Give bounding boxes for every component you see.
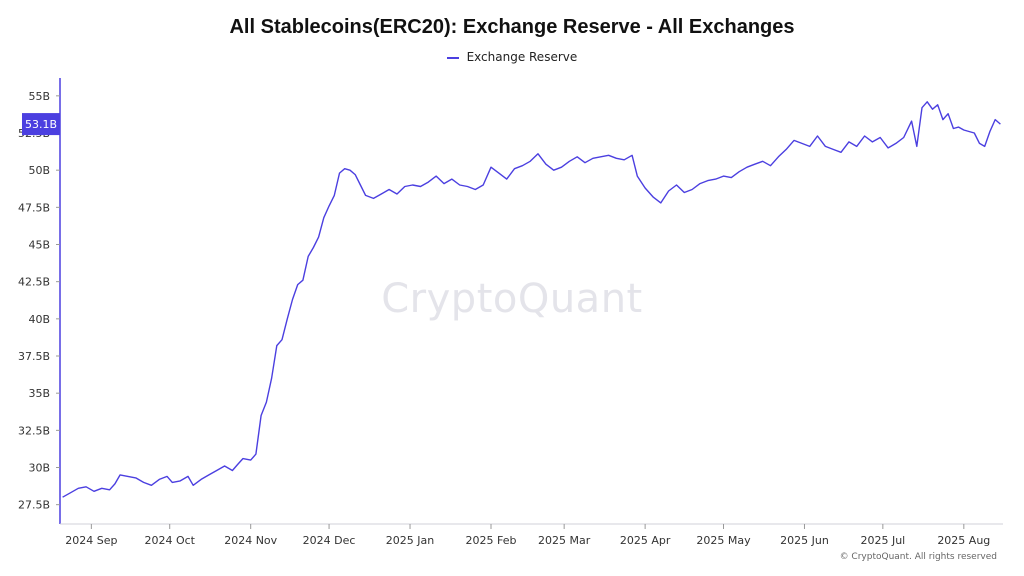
x-tick-label: 2025 Apr bbox=[620, 534, 671, 547]
legend-label: Exchange Reserve bbox=[466, 50, 578, 64]
y-tick-label: 32.5B bbox=[18, 424, 50, 437]
x-tick-label: 2024 Oct bbox=[144, 534, 195, 547]
y-tick-label: 50B bbox=[28, 164, 50, 177]
x-tick-label: 2025 Jan bbox=[386, 534, 434, 547]
current-value-marker: 53.1B bbox=[22, 113, 60, 136]
x-tick-label: 2024 Nov bbox=[224, 534, 277, 547]
copyright-text: © CryptoQuant. All rights reserved bbox=[839, 552, 997, 562]
y-axis: 27.5B 30B 32.5B 35B 37.5B 40B 42.5B 45B 47.5B 50B… bbox=[18, 78, 61, 524]
x-tick-label: 2024 Dec bbox=[303, 534, 356, 547]
y-tick-label: 27.5B bbox=[18, 499, 50, 512]
y-tick-label: 35B bbox=[28, 387, 50, 400]
x-tick-label: 2025 Jul bbox=[860, 534, 905, 547]
y-tick-label: 47.5B bbox=[18, 201, 50, 214]
y-tick-label: 30B bbox=[28, 462, 50, 475]
y-tick-label: 42.5B bbox=[18, 276, 50, 289]
current-value-label: 53.1B bbox=[25, 118, 57, 131]
y-tick-label: 40B bbox=[28, 313, 50, 326]
series-layer bbox=[62, 101, 1001, 498]
x-tick-label: 2024 Sep bbox=[65, 534, 117, 547]
x-tick-label: 2025 May bbox=[696, 534, 751, 547]
y-tick-label: 37.5B bbox=[18, 350, 50, 363]
x-tick-label: 2025 Jun bbox=[780, 534, 829, 547]
y-tick-label: 45B bbox=[28, 239, 50, 252]
x-tick-label: 2025 Feb bbox=[466, 534, 517, 547]
x-tick-label: 2025 Aug bbox=[937, 534, 990, 547]
current-value-badge bbox=[22, 113, 60, 136]
x-axis: 2024 Sep 2024 Oct 2024 Nov 2024 Dec 2025 Jan… bbox=[60, 523, 1003, 547]
watermark-logo: CryptoQuant bbox=[381, 276, 643, 322]
chart-title: All Stablecoins(ERC20): Exchange Reserve… bbox=[229, 16, 795, 38]
x-tick-label: 2025 Mar bbox=[538, 534, 591, 547]
legend-line-swatch bbox=[446, 56, 459, 59]
y-tick-label: 55B bbox=[28, 90, 50, 103]
series-line-exchange-reserve[interactable] bbox=[62, 101, 1001, 498]
chart-legend[interactable]: Exchange Reserve bbox=[0, 50, 1024, 64]
